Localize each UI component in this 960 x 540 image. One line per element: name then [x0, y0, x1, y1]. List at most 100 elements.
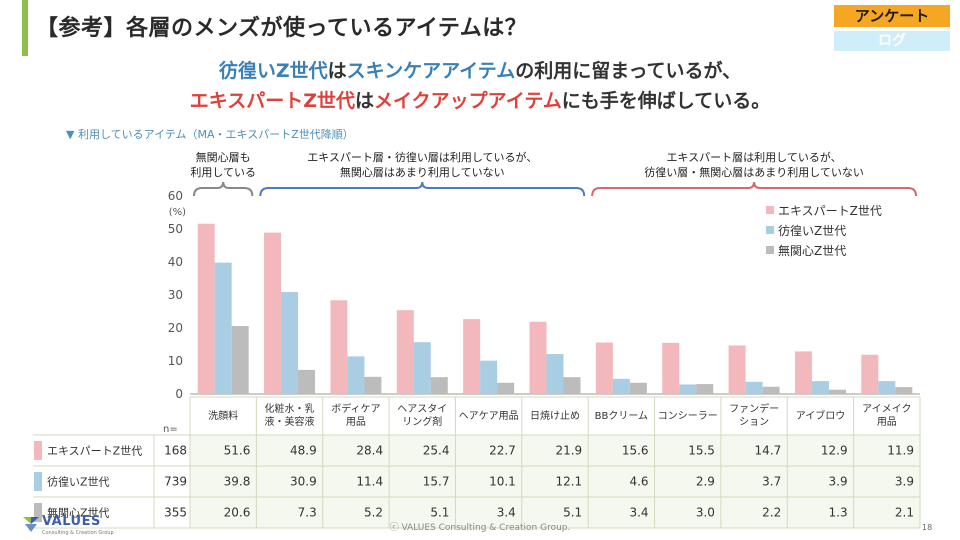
row-n-value: 739: [164, 475, 187, 489]
table-cell-value: 14.7: [755, 444, 782, 458]
table-cell-value: 51.6: [224, 444, 251, 458]
headline-2-segment-a: エキスパートZ世代: [189, 90, 356, 112]
bar-wandering: [612, 378, 630, 394]
bar-expert: [264, 232, 282, 394]
bar-indifferent: [563, 377, 581, 394]
bar-indifferent: [298, 369, 316, 394]
bar-indifferent: [696, 384, 714, 394]
table-cell-value: 11.9: [887, 444, 914, 458]
values-logo-icon: [23, 517, 39, 532]
bar-wandering: [413, 342, 431, 394]
headline-1-segment-c: スキンケアアイテム: [346, 60, 516, 82]
legend-swatch: [766, 206, 774, 214]
row-n-value: 355: [164, 506, 187, 520]
table-cell-value: 2.9: [696, 475, 715, 489]
table-cell-value: 4.6: [629, 475, 648, 489]
bar-wandering: [214, 262, 232, 394]
y-tick-label: 50: [168, 222, 183, 236]
category-label: アイメイク用品: [862, 403, 911, 428]
y-tick-label: 30: [168, 288, 183, 302]
table-cell-value: 30.9: [290, 475, 317, 489]
log-badge: ログ: [834, 31, 950, 51]
legend-label: 無関心Z世代: [778, 243, 846, 258]
legend-label: エキスパートZ世代: [778, 204, 882, 218]
bracket-3: [591, 181, 917, 197]
page-number: 18: [922, 523, 933, 532]
table-n-header: n=: [163, 424, 178, 435]
category-label: アイブロウ: [796, 409, 846, 422]
category-label: ヘアケア用品: [459, 410, 519, 422]
table-cell-value: 21.9: [555, 444, 582, 458]
table-cell-value: 10.1: [489, 475, 516, 489]
table-cell-value: 5.2: [364, 506, 383, 520]
headline-1-segment-b: は: [327, 60, 347, 82]
category-label: 洗顔料: [208, 409, 238, 422]
table-cell-value: 15.6: [622, 444, 649, 458]
legend-label: 彷徨いZ世代: [778, 223, 846, 238]
bar-expert: [662, 342, 680, 394]
headline-1-segment-d: の利用に留まっているが、: [515, 60, 742, 82]
legend-swatch: [766, 226, 774, 234]
chart-caption: ▼ 利用しているアイテム（MA・エキスパートZ世代降順）: [66, 128, 354, 141]
table-cell-value: 3.0: [696, 506, 715, 520]
table-cell-value: 48.9: [290, 444, 317, 458]
bar-wandering: [679, 384, 697, 394]
bar-wandering: [878, 381, 896, 394]
bar-expert: [197, 223, 215, 394]
bracket-label-1: 無関心層も利用している: [190, 150, 256, 179]
table-body-background: [190, 435, 920, 528]
bar-wandering: [546, 354, 564, 394]
bar-expert: [728, 345, 746, 394]
logo-wordmark: VALUES: [42, 514, 101, 529]
headline-1-segment-a: 彷徨いZ世代: [218, 60, 328, 82]
table-cell-value: 11.4: [356, 475, 383, 489]
bracket-label-2: エキスパート層・彷徨い層は利用しているが、無関心層はあまり利用していない: [307, 150, 537, 179]
table-cell-value: 1.3: [829, 506, 848, 520]
table-cell-value: 39.8: [224, 475, 251, 489]
row-series-name: 無関心Z世代: [47, 506, 110, 520]
values-logo: VALUES Consulting & Creation Group: [22, 514, 122, 538]
footer-copyright: ⓒ VALUES Consulting & Creation Group.: [389, 523, 571, 533]
survey-badge: アンケート: [834, 5, 950, 27]
bar-wandering: [480, 360, 498, 394]
bar-indifferent: [762, 386, 780, 394]
y-axis-unit-label: (%): [169, 207, 186, 218]
table-cell-value: 28.4: [356, 444, 383, 458]
table-cell-value: 15.7: [423, 475, 450, 489]
row-series-name: 彷徨いZ世代: [47, 475, 110, 489]
y-tick-label: 10: [168, 354, 183, 368]
bar-indifferent: [895, 387, 913, 394]
category-label: 日焼け止め: [530, 410, 580, 422]
table-cell-value: 7.3: [298, 506, 317, 520]
bar-wandering: [811, 381, 829, 394]
table-cell-value: 22.7: [489, 444, 516, 458]
table-cell-value: 3.9: [895, 475, 914, 489]
category-label: 化粧水・乳液・美容液: [265, 402, 315, 428]
table-cell-value: 2.1: [895, 506, 914, 520]
y-tick-label: 40: [168, 255, 183, 269]
bar-expert: [396, 310, 414, 394]
bar-expert: [529, 321, 547, 394]
bar-indifferent: [364, 376, 382, 394]
bar-expert: [861, 354, 879, 394]
bar-indifferent: [497, 382, 515, 394]
bar-expert: [330, 300, 348, 394]
table-cell-value: 3.7: [762, 475, 781, 489]
table-cell-value: 2.2: [762, 506, 781, 520]
y-tick-label: 20: [168, 321, 183, 335]
headline-2-segment-c: メイクアップアイテム: [374, 90, 562, 112]
table-cell-value: 5.1: [563, 506, 582, 520]
bar-wandering: [347, 356, 365, 394]
y-tick-label: 60: [168, 189, 183, 203]
bar-indifferent: [430, 377, 448, 394]
category-label: ヘアスタイリング剤: [397, 403, 447, 428]
bar-indifferent: [629, 382, 647, 394]
bar-wandering: [745, 381, 763, 394]
row-swatch: [34, 472, 42, 491]
table-cell-value: 12.9: [821, 444, 848, 458]
table-cell-value: 3.4: [629, 506, 648, 520]
row-n-value: 168: [164, 444, 187, 458]
category-label: ボディケア用品: [331, 402, 380, 428]
row-series-name: エキスパートZ世代: [47, 445, 142, 458]
